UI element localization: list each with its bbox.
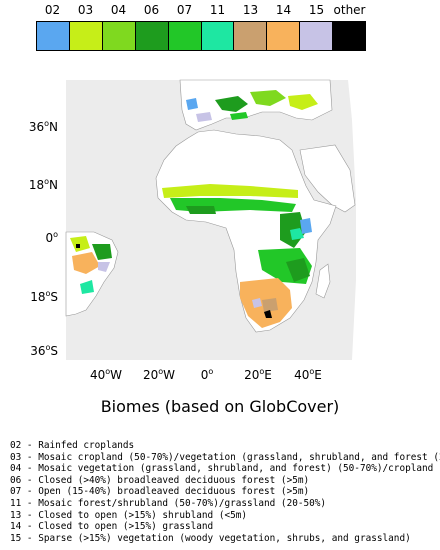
legend-swatch-04	[102, 22, 136, 50]
lat-label: 18oN	[29, 177, 58, 192]
definition-item: 04 - Mosaic vegetation (grassland, shrub…	[10, 463, 440, 475]
biome-patches	[70, 90, 318, 328]
legend-labels: 02 03 04 06 07 11 13 14 15 other	[36, 3, 366, 21]
biome-patch-other	[76, 244, 80, 248]
legend-label: 04	[110, 3, 127, 17]
lon-label: 40oW	[90, 367, 122, 382]
biome-patch-06	[186, 206, 216, 214]
biome-definitions: 02 - Rainfed croplands 03 - Mosaic cropla…	[10, 440, 440, 544]
legend-label: 07	[176, 3, 193, 17]
legend-swatch-02	[37, 22, 70, 50]
legend-label: 03	[77, 3, 94, 17]
legend-label: other	[333, 3, 366, 17]
biome-patch-04	[250, 90, 286, 106]
biome-patch-15	[252, 298, 262, 308]
biome-patch-02	[300, 218, 312, 234]
definition-item: 13 - Closed to open (>15%) shrubland (<5…	[10, 509, 248, 521]
definition-item: 14 - Closed to open (>15%) grassland	[10, 521, 214, 533]
legend-swatch-11	[201, 22, 235, 50]
legend-swatch-07	[168, 22, 202, 50]
definition-item: 03 - Mosaic cropland (50-70%)/vegetation…	[10, 451, 440, 463]
biome-patch-15	[98, 262, 110, 272]
biome-patch-13	[262, 298, 278, 312]
definition-item: 02 - Rainfed croplands	[10, 440, 135, 451]
lon-label: 20oW	[143, 367, 175, 382]
arabia-landmass	[299, 144, 356, 213]
legend-label: 13	[242, 3, 259, 17]
lat-label: 36oS	[30, 343, 58, 358]
figure-title: Biomes (based on GlobCover)	[100, 397, 340, 416]
lat-label: 18oS	[30, 289, 58, 304]
biome-patch-15	[196, 112, 212, 122]
biome-patch-06	[215, 96, 248, 112]
definition-item: 06 - Closed (>40%) broadleaved deciduous…	[10, 474, 310, 486]
legend-swatch-15	[300, 22, 334, 50]
definition-item: 11 - Mosaic forest/shrubland (50-70%)/gr…	[10, 497, 327, 509]
legend-swatch-06	[135, 22, 169, 50]
biome-patch-06	[286, 258, 310, 282]
legend-label: 14	[275, 3, 292, 17]
legend-swatch-03	[69, 22, 103, 50]
legend-swatch-13	[234, 22, 268, 50]
biome-patch-other	[264, 310, 272, 318]
madagascar-landmass	[315, 263, 331, 299]
legend-swatch-other	[333, 22, 366, 50]
lon-label: 0o	[201, 367, 214, 382]
legend-colorbar	[36, 21, 366, 51]
biome-patch-03	[162, 184, 298, 198]
europe-landmass	[179, 79, 333, 131]
biome-patch-06	[92, 244, 112, 260]
biome-patch-14	[72, 252, 100, 274]
definition-item: 15 - Sparse (>15%) vegetation (woody veg…	[10, 532, 411, 544]
lat-label: 0o	[45, 230, 58, 245]
legend-swatch-14	[267, 22, 301, 50]
biome-map: 36oN 18oN 0o 18oS 36oS 40oW 20oW 0o 20oE…	[29, 79, 356, 382]
legend-label: 11	[209, 3, 226, 17]
definition-item: 07 - Open (15-40%) broadleaved deciduous…	[10, 486, 310, 498]
legend-label: 15	[308, 3, 325, 17]
biome-patch-03	[288, 94, 318, 110]
biome-patch-02	[186, 98, 198, 110]
lon-label: 20oE	[244, 367, 272, 382]
biome-patch-11	[80, 280, 94, 294]
lon-label: 40oE	[294, 367, 322, 382]
biome-patch-07	[230, 112, 248, 120]
biome-patch-11	[290, 228, 304, 240]
legend-label: 06	[143, 3, 160, 17]
lat-label: 36oN	[29, 119, 58, 134]
legend-label: 02	[44, 3, 61, 17]
